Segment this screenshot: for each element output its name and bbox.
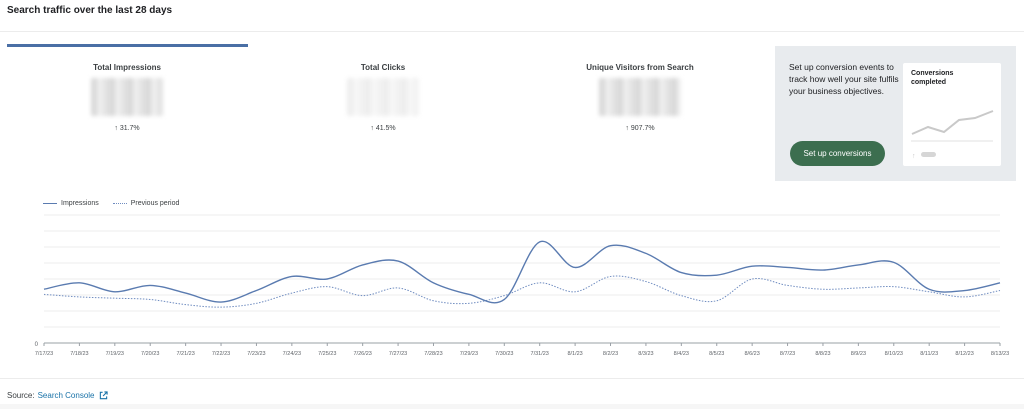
source-label: Source: xyxy=(7,391,35,400)
x-tick-label: 7/22/23 xyxy=(212,351,230,357)
x-tick-label: 7/30/23 xyxy=(495,351,513,357)
metric-label: Total Clicks xyxy=(360,63,406,72)
legend-item-impressions[interactable]: Impressions xyxy=(43,200,99,207)
legend-label: Previous period xyxy=(130,200,180,207)
x-tick-label: 8/6/23 xyxy=(744,351,759,357)
metric-change: ↑ 907.7% xyxy=(530,125,750,132)
header: Search traffic over the last 28 days xyxy=(0,0,1024,32)
x-tick-label: 8/9/23 xyxy=(851,351,866,357)
promo-text: Set up conversion events to track how we… xyxy=(789,62,899,96)
metric-total-impressions[interactable]: Total Impressions ↑ 31.7% xyxy=(17,63,237,132)
preview-arrow-icon: ↑ xyxy=(912,153,916,160)
metric-change: ↑ 31.7% xyxy=(17,125,237,132)
page-title: Search traffic over the last 28 days xyxy=(7,5,173,16)
x-tick-label: 8/2/23 xyxy=(603,351,618,357)
x-tick-label: 7/23/23 xyxy=(247,351,265,357)
x-tick-label: 8/3/23 xyxy=(638,351,653,357)
x-tick-label: 7/24/23 xyxy=(283,351,301,357)
x-tick-label: 8/10/23 xyxy=(885,351,903,357)
x-tick-label: 8/12/23 xyxy=(955,351,973,357)
metric-unique-visitors[interactable]: Unique Visitors from Search ↑ 907.7% xyxy=(530,63,750,132)
x-tick-label: 7/26/23 xyxy=(353,351,371,357)
arrow-up-icon: ↑ xyxy=(370,125,374,132)
x-tick-label: 8/11/23 xyxy=(920,351,938,357)
x-tick-label: 7/28/23 xyxy=(424,351,442,357)
conversion-promo: Set up conversion events to track how we… xyxy=(775,46,1016,181)
x-tick-label: 7/18/23 xyxy=(70,351,88,357)
preview-value-placeholder xyxy=(921,152,936,157)
metric-change-value: 31.7% xyxy=(119,125,140,132)
active-metric-indicator xyxy=(7,44,248,47)
arrow-up-icon: ↑ xyxy=(625,125,629,132)
x-tick-label: 7/17/23 xyxy=(35,351,53,357)
legend-label: Impressions xyxy=(61,200,99,207)
bottom-band xyxy=(0,404,1024,409)
x-tick-label: 8/8/23 xyxy=(815,351,830,357)
x-tick-label: 7/27/23 xyxy=(389,351,407,357)
metric-change: ↑ 41.5% xyxy=(273,125,493,132)
legend-item-previous[interactable]: Previous period xyxy=(112,200,180,207)
x-tick-label: 8/13/23 xyxy=(991,351,1009,357)
legend-swatch-solid xyxy=(43,203,57,204)
x-tick-label: 7/19/23 xyxy=(106,351,124,357)
external-link-icon[interactable] xyxy=(99,391,108,400)
conversions-preview-card: Conversions completed ↑ xyxy=(903,63,1001,166)
setup-conversions-button[interactable]: Set up conversions xyxy=(790,141,885,166)
x-tick-label: 8/5/23 xyxy=(709,351,724,357)
search-console-link[interactable]: Search Console xyxy=(37,391,95,400)
x-tick-label: 7/21/23 xyxy=(176,351,194,357)
metric-total-clicks[interactable]: Total Clicks ↑ 41.5% xyxy=(273,63,493,132)
x-tick-label: 7/31/23 xyxy=(531,351,549,357)
y-tick-label: 0 xyxy=(35,342,39,348)
metric-label: Total Impressions xyxy=(93,63,161,72)
chart-legend: Impressions Previous period xyxy=(43,200,193,207)
metric-label: Unique Visitors from Search xyxy=(586,63,694,72)
x-tick-label: 7/25/23 xyxy=(318,351,336,357)
footer-divider xyxy=(0,378,1024,379)
x-tick-label: 8/4/23 xyxy=(674,351,689,357)
metric-change-value: 41.5% xyxy=(375,125,396,132)
impressions-line-chart: 0 7/17/23 7/18/23 7/19/23 7/20/23 7/21/23 7/22… xyxy=(35,214,1009,357)
footer: Source: Search Console xyxy=(7,391,108,400)
metric-value-redacted xyxy=(599,78,681,116)
x-tick-label: 8/1/23 xyxy=(567,351,582,357)
metric-change-value: 907.7% xyxy=(630,125,655,132)
preview-sparkline: ↑ xyxy=(911,110,994,160)
series-line-previous-period xyxy=(43,275,1001,308)
promo-card-title: Conversions completed xyxy=(911,70,954,86)
x-tick-label: 8/7/23 xyxy=(780,351,795,357)
x-tick-label: 7/29/23 xyxy=(460,351,478,357)
metric-value-redacted xyxy=(347,78,419,116)
legend-swatch-dotted xyxy=(112,203,127,204)
arrow-up-icon: ↑ xyxy=(114,125,118,132)
series-line-impressions xyxy=(43,240,1001,304)
x-tick-label: 7/20/23 xyxy=(141,351,159,357)
metric-value-redacted xyxy=(91,78,163,116)
